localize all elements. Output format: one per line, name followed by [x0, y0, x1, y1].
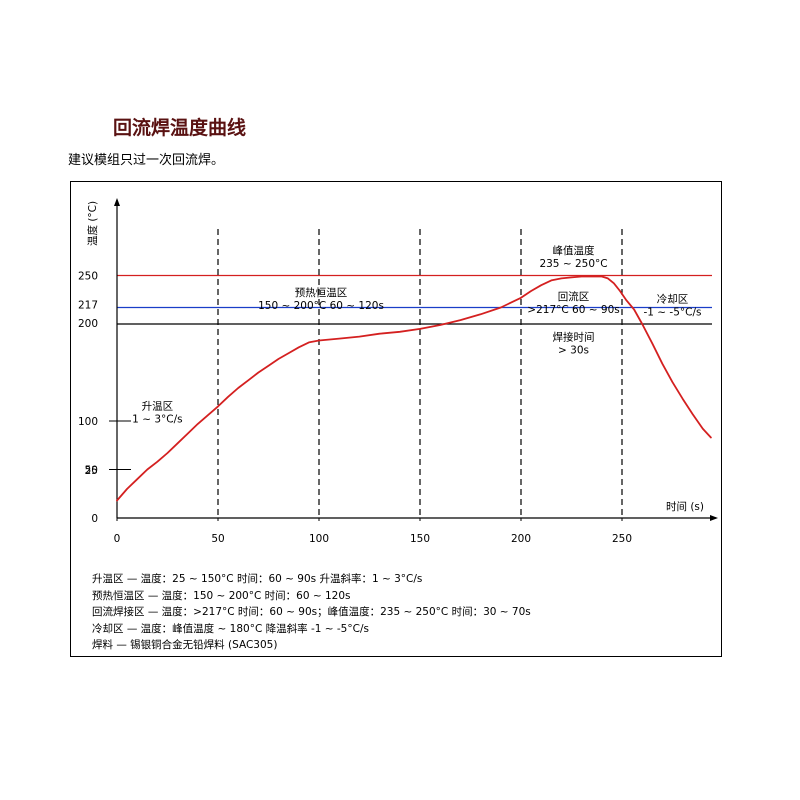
x-axis-arrow: [710, 515, 718, 521]
note-solder: 焊料 — 锡银铜合金无铅焊料 (SAC305): [92, 639, 278, 651]
note-ramp: 升温区 — 温度：25 ~ 150°C 时间：60 ~ 90s 升温斜率：1 ~…: [92, 573, 423, 585]
page-subtitle: 建议模组只过一次回流焊。: [68, 153, 225, 168]
annotation-preheat: 预热恒温区 150 ~ 200°C 60 ~ 120s: [258, 286, 384, 312]
x-tick-label-250: 250: [612, 533, 632, 545]
annotation-ramp-line-0: 升温区: [142, 400, 174, 412]
y-tick-label-0: 0: [91, 513, 98, 525]
y-tick-label-217: 217: [78, 300, 98, 312]
annotation-reflow-line-0: 回流区: [558, 290, 590, 303]
y-axis-arrow: [114, 198, 120, 206]
annotation-peak: 峰值温度 235 ~ 250°C: [539, 244, 607, 270]
y-axis-label: 温度 (°C): [86, 201, 99, 246]
annotation-peak-line-1: 235 ~ 250°C: [539, 258, 607, 270]
annotation-preheat-line-0: 预热恒温区: [295, 286, 348, 299]
x-tick-label-200: 200: [511, 533, 531, 545]
y-tick-label-50: 50: [85, 465, 98, 477]
x-tick-label-100: 100: [309, 533, 329, 545]
y-tick-label-100: 100: [78, 416, 98, 428]
note-cooling: 冷却区 — 温度：峰值温度 ~ 180°C 降温斜率 -1 ~ -5°C/s: [92, 622, 369, 635]
x-tick-label-0: 0: [114, 533, 121, 545]
y-tick-label-250: 250: [78, 271, 98, 283]
annotation-cool-line-0: 冷却区: [657, 293, 689, 306]
annotation-cool-line-1: -1 ~ -5°C/s: [643, 307, 701, 319]
annotation-solder-line-0: 焊接时间: [553, 330, 595, 343]
note-preheat: 预热恒温区 — 温度：150 ~ 200°C 时间：60 ~ 120s: [92, 589, 351, 602]
y-tick-label-25: 25: [85, 465, 98, 477]
note-reflow: 回流焊接区 — 温度：>217°C 时间：60 ~ 90s；峰值温度：235 ~…: [92, 606, 531, 618]
x-tick-label-50: 50: [211, 533, 224, 545]
x-tick-label-150: 150: [410, 533, 430, 545]
annotation-reflow: 回流区>217°C 60 ~ 90s: [527, 290, 619, 316]
x-axis-label: 时间 (s): [666, 500, 704, 513]
annotation-ramp-line-1: 1 ~ 3°C/s: [132, 413, 182, 425]
annotation-peak-line-0: 峰值温度: [553, 244, 595, 257]
annotation-solder: 焊接时间> 30s: [553, 330, 595, 356]
annotation-solder-line-1: > 30s: [558, 344, 589, 356]
annotation-cool: 冷却区-1 ~ -5°C/s: [643, 293, 701, 319]
series-line-0: [116, 275, 712, 502]
annotation-preheat-line-1: 150 ~ 200°C 60 ~ 120s: [258, 300, 384, 312]
y-tick-label-200: 200: [78, 318, 98, 330]
annotation-ramp: 升温区 1 ~ 3°C/s: [132, 400, 182, 425]
annotation-reflow-line-1: >217°C 60 ~ 90s: [527, 304, 619, 316]
chart-frame: [70, 181, 722, 657]
page-title: 回流焊温度曲线: [113, 117, 247, 139]
notes: 升温区 — 温度：25 ~ 150°C 时间：60 ~ 90s 升温斜率：1 ~…: [92, 571, 531, 654]
